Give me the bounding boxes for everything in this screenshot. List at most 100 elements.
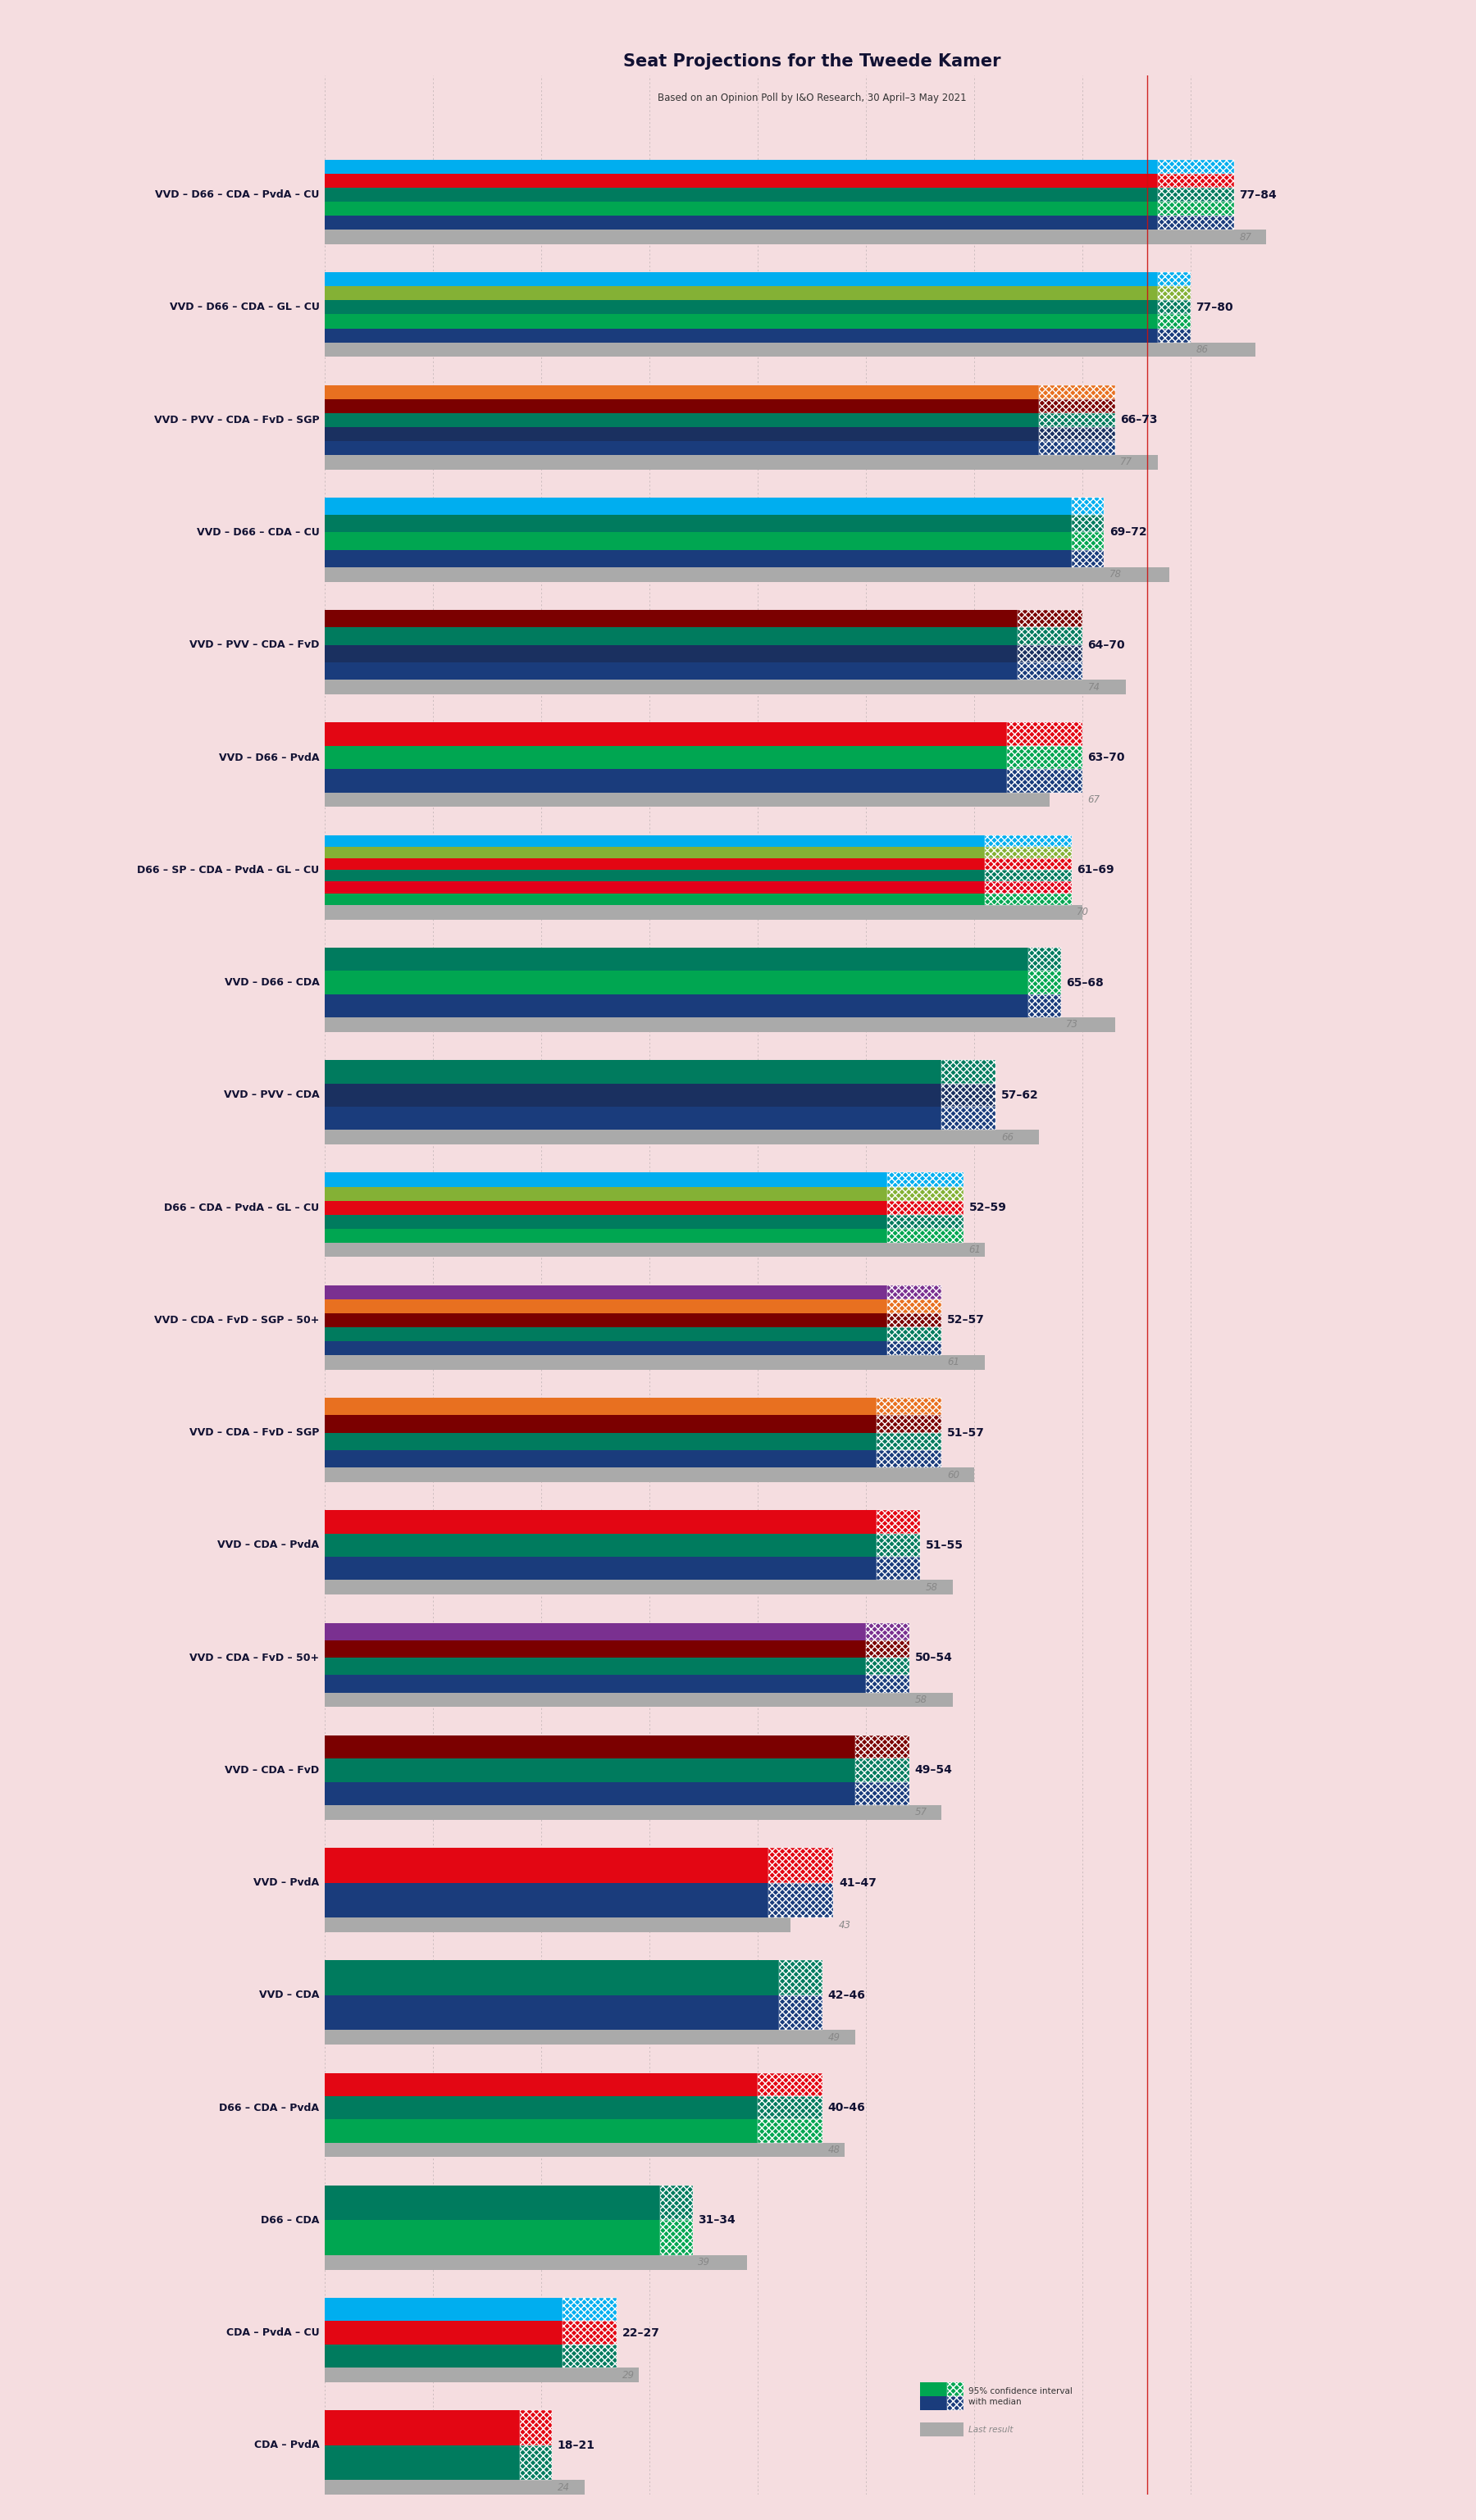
- Text: 29: 29: [623, 2369, 635, 2381]
- Text: D66 – CDA – PvdA: D66 – CDA – PvdA: [220, 2102, 319, 2114]
- Bar: [887, 1187, 964, 1200]
- Bar: [1017, 627, 1082, 645]
- Bar: [866, 1623, 909, 1641]
- Bar: [325, 1467, 974, 1482]
- Bar: [325, 567, 1169, 582]
- Text: 61–69: 61–69: [1077, 864, 1114, 877]
- Bar: [757, 2119, 822, 2142]
- Text: 52–57: 52–57: [948, 1315, 984, 1326]
- Text: VVD – PvdA: VVD – PvdA: [254, 1877, 319, 1887]
- Text: 65–68: 65–68: [1066, 978, 1104, 988]
- Bar: [942, 1061, 996, 1084]
- Bar: [325, 300, 1159, 315]
- Text: VVD – PVV – CDA: VVD – PVV – CDA: [224, 1089, 319, 1101]
- Bar: [1017, 663, 1082, 680]
- Bar: [325, 2298, 562, 2321]
- Bar: [1159, 272, 1191, 287]
- Bar: [325, 2480, 584, 2495]
- Bar: [325, 869, 984, 882]
- Bar: [325, 769, 1007, 791]
- Bar: [1017, 645, 1082, 663]
- Bar: [325, 1129, 1039, 1144]
- Bar: [1159, 189, 1234, 202]
- Text: CDA – PvdA: CDA – PvdA: [254, 2439, 319, 2449]
- Text: 18–21: 18–21: [558, 2439, 595, 2452]
- Bar: [1159, 174, 1234, 189]
- Text: 86: 86: [1196, 345, 1209, 355]
- Bar: [887, 1313, 942, 1328]
- Bar: [984, 882, 1072, 892]
- Bar: [948, 2397, 964, 2412]
- Bar: [757, 2074, 822, 2097]
- Bar: [942, 1106, 996, 1129]
- Bar: [1039, 426, 1114, 441]
- Bar: [1159, 174, 1234, 189]
- Bar: [325, 847, 984, 859]
- Bar: [1007, 769, 1082, 791]
- Bar: [1039, 398, 1114, 413]
- Bar: [887, 1215, 964, 1227]
- Bar: [887, 1227, 964, 1242]
- Text: VVD – D66 – CDA – GL – CU: VVD – D66 – CDA – GL – CU: [170, 302, 319, 312]
- Bar: [325, 1061, 942, 1084]
- Bar: [325, 217, 1159, 229]
- Bar: [325, 2097, 757, 2119]
- Bar: [325, 905, 1082, 920]
- Bar: [325, 343, 1256, 358]
- Text: 49–54: 49–54: [915, 1764, 952, 1777]
- Text: 74: 74: [1088, 683, 1100, 693]
- Bar: [942, 1084, 996, 1106]
- Bar: [325, 1215, 887, 1227]
- Text: 39: 39: [698, 2258, 710, 2268]
- Bar: [887, 1300, 942, 1313]
- Text: 64–70: 64–70: [1088, 640, 1125, 650]
- Text: 49: 49: [828, 2031, 840, 2044]
- Bar: [1159, 287, 1191, 300]
- Bar: [325, 1399, 877, 1416]
- Bar: [562, 2298, 617, 2321]
- Bar: [984, 859, 1072, 869]
- Bar: [325, 1328, 887, 1341]
- Bar: [920, 2381, 948, 2397]
- Text: 31–34: 31–34: [698, 2215, 735, 2225]
- Text: 40–46: 40–46: [828, 2102, 865, 2114]
- Bar: [887, 1341, 942, 1356]
- Bar: [325, 1676, 866, 1693]
- Bar: [1159, 300, 1191, 315]
- Text: 70: 70: [1077, 907, 1089, 917]
- Bar: [520, 2412, 552, 2444]
- Bar: [877, 1449, 942, 1467]
- Bar: [325, 1356, 984, 1368]
- Bar: [325, 610, 1017, 627]
- Text: 61: 61: [968, 1245, 982, 1255]
- Bar: [1017, 610, 1082, 627]
- Text: 22–27: 22–27: [623, 2326, 660, 2339]
- Bar: [1017, 663, 1082, 680]
- Bar: [1039, 413, 1114, 426]
- Bar: [1072, 532, 1104, 549]
- Bar: [325, 1557, 877, 1580]
- Text: VVD – CDA – FvD: VVD – CDA – FvD: [224, 1764, 319, 1777]
- Bar: [855, 1759, 909, 1782]
- Bar: [325, 859, 984, 869]
- Bar: [887, 1285, 942, 1300]
- Bar: [1159, 217, 1234, 229]
- Text: 58: 58: [925, 1583, 937, 1593]
- Bar: [984, 834, 1072, 847]
- Bar: [948, 2381, 964, 2397]
- Bar: [325, 454, 1159, 469]
- Bar: [877, 1431, 942, 1449]
- Bar: [325, 2220, 660, 2255]
- Text: VVD – CDA – PvdA: VVD – CDA – PvdA: [217, 1540, 319, 1550]
- Bar: [887, 1172, 964, 1187]
- Bar: [1159, 189, 1234, 202]
- Text: VVD – CDA – FvD – SGP – 50+: VVD – CDA – FvD – SGP – 50+: [154, 1315, 319, 1326]
- Bar: [769, 1847, 834, 1882]
- Bar: [1007, 746, 1082, 769]
- Bar: [887, 1200, 964, 1215]
- Text: 67: 67: [1088, 794, 1100, 804]
- Text: Last result: Last result: [968, 2424, 1014, 2434]
- Bar: [520, 2444, 552, 2480]
- Bar: [325, 791, 1049, 806]
- Bar: [887, 1187, 964, 1200]
